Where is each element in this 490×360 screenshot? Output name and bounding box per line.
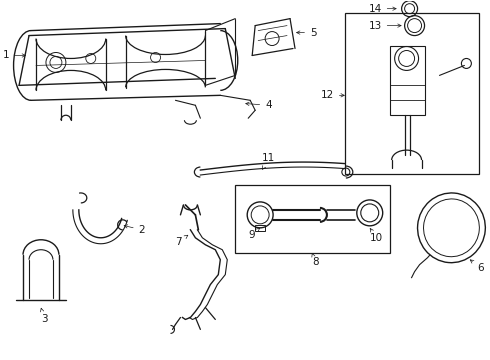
Bar	[345, 13, 479, 174]
Bar	[438, 215, 458, 233]
Bar	[235, 185, 390, 253]
Text: 11: 11	[262, 153, 275, 169]
Text: 5: 5	[296, 28, 317, 37]
Text: 7: 7	[175, 235, 188, 247]
Text: 14: 14	[368, 4, 396, 14]
Text: 3: 3	[41, 308, 48, 324]
Text: 9: 9	[248, 228, 260, 240]
Bar	[390, 45, 424, 115]
Ellipse shape	[423, 199, 479, 257]
Circle shape	[446, 210, 463, 226]
Circle shape	[434, 208, 462, 236]
Text: 8: 8	[312, 253, 318, 267]
Text: 13: 13	[368, 21, 401, 31]
Ellipse shape	[417, 193, 485, 263]
Bar	[255, 225, 265, 231]
Text: 12: 12	[320, 90, 344, 100]
Text: 1: 1	[2, 50, 25, 60]
Text: 6: 6	[470, 260, 484, 273]
Text: 10: 10	[370, 229, 383, 243]
Text: 4: 4	[246, 100, 272, 110]
Text: 2: 2	[124, 225, 145, 235]
